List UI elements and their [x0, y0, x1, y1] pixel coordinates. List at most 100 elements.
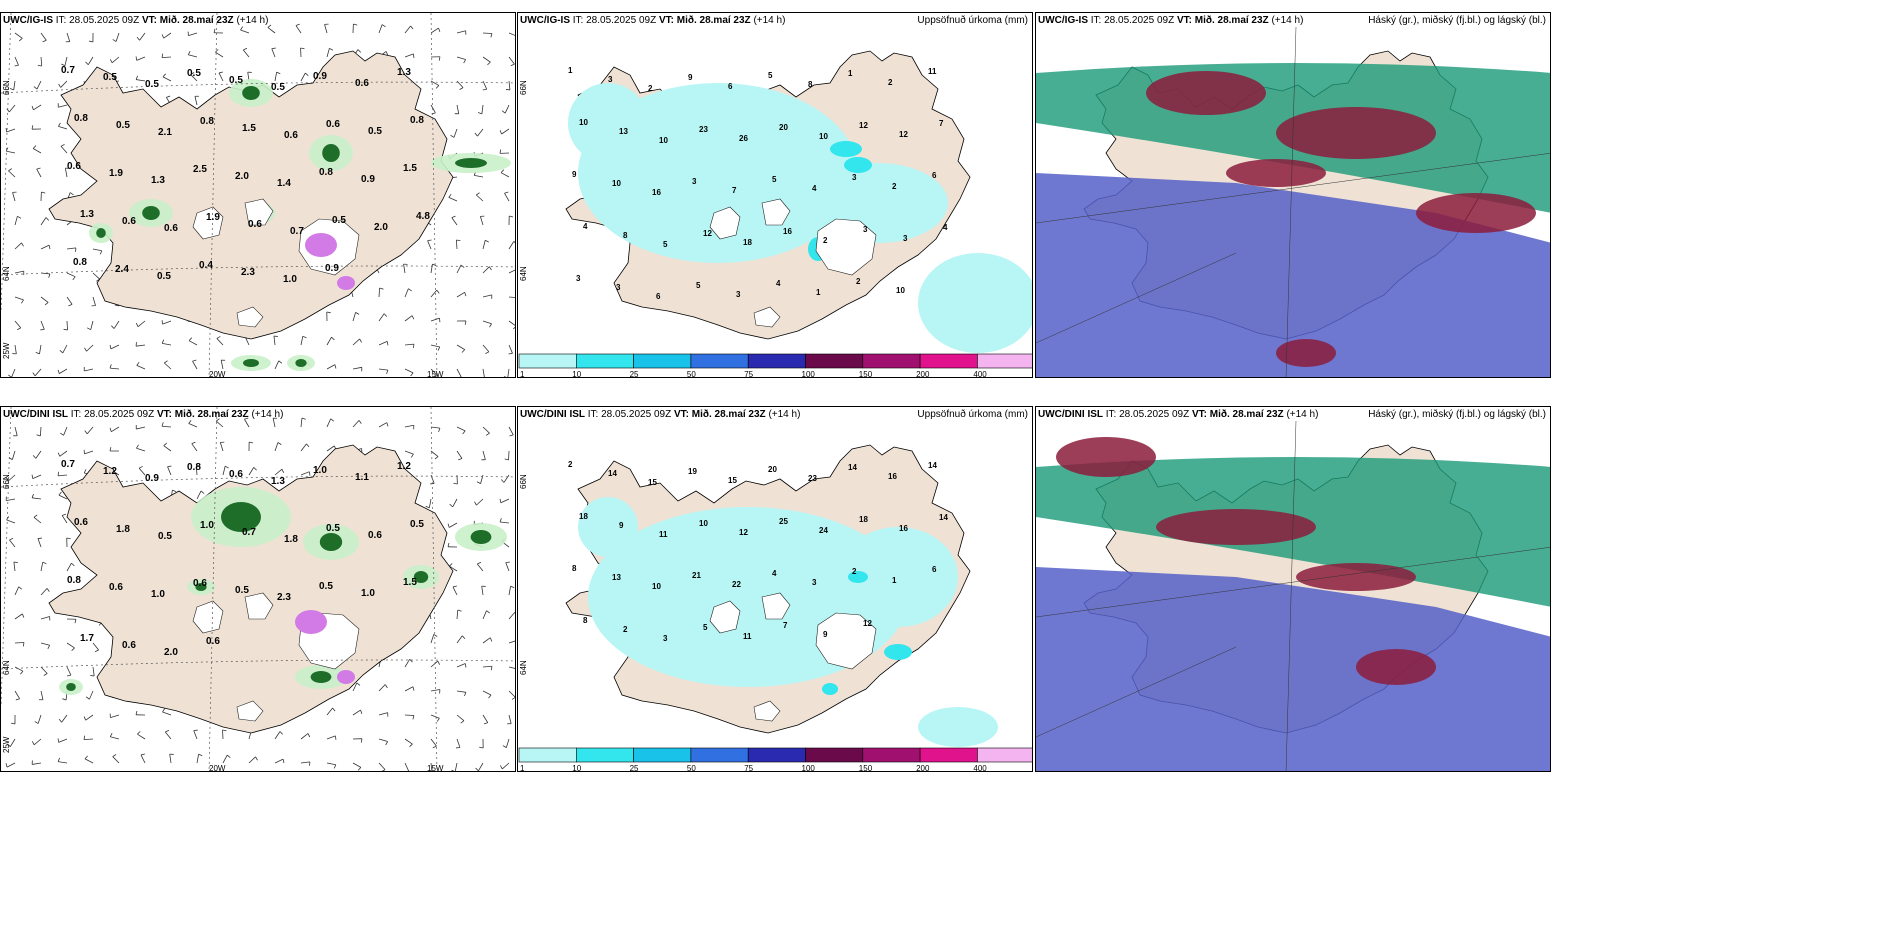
- wind-barb-flag: [277, 442, 282, 445]
- precip-value: 0.6: [206, 636, 220, 647]
- wind-barb-flag: [427, 239, 432, 242]
- wind-barb-flag: [464, 663, 467, 668]
- wind-barb-flag: [35, 351, 40, 355]
- iceland-landmass: [48, 444, 454, 734]
- vt-label: VT:: [1191, 409, 1207, 420]
- wind-barb: [37, 714, 42, 724]
- wind-barb-flag: [301, 417, 306, 420]
- wind-barb: [272, 418, 276, 428]
- wind-barb: [164, 362, 172, 370]
- wind-barb-flag: [459, 376, 462, 377]
- moderate-precip-area: [830, 141, 862, 157]
- colorbar-segment: [575, 353, 634, 369]
- wind-barb-flag: [279, 731, 283, 735]
- wind-barb: [430, 660, 439, 668]
- precip-value: 0.8: [319, 167, 333, 178]
- wind-barb-flag: [358, 420, 362, 424]
- wind-barb: [248, 756, 256, 764]
- wind-barb: [14, 32, 23, 39]
- valid-time: Mið. 28.maí 23Z: [174, 409, 249, 420]
- wind-barb-flag: [192, 359, 197, 362]
- wind-barb: [40, 588, 48, 596]
- wind-barb-flag: [218, 71, 224, 74]
- wind-barb: [300, 72, 306, 82]
- wind-barb: [86, 426, 94, 435]
- accumulation-value: 22: [732, 580, 741, 589]
- glacier: [709, 206, 741, 240]
- wind-barb: [136, 447, 146, 452]
- accumulation-value: 10: [896, 286, 905, 295]
- accumulation-value: 12: [899, 130, 908, 139]
- wind-barb: [454, 762, 458, 771]
- colorbar-segment: [633, 353, 692, 369]
- panel-variable-title: Háský (gr.), miðský (fj.bl.) og lágský (…: [1368, 409, 1546, 420]
- wind-barb: [456, 690, 466, 693]
- wind-barb-flag: [58, 491, 62, 496]
- precip-value: 1.5: [403, 577, 417, 588]
- wind-barb: [111, 426, 120, 433]
- wind-barb: [13, 562, 16, 572]
- precip-value: 0.7: [290, 226, 304, 237]
- panel-header: UWC/IG-IS IT: 28.05.2025 09Z VT: Mið. 28…: [3, 15, 268, 26]
- wind-barb: [404, 315, 413, 322]
- wind-barb: [352, 312, 356, 322]
- wind-barb: [378, 341, 388, 346]
- wind-map-panel: 66N 64N 25W 20W 15W 0.7 0.5 0.5 0.5 0.5 0.5 0.9 0.6 1…: [0, 12, 516, 378]
- wind-barb-flag: [200, 490, 205, 494]
- wind-barb: [222, 754, 228, 764]
- wind-barb-flag: [386, 341, 389, 346]
- wind-barb-flag: [330, 418, 335, 422]
- heavy-precip-core: [413, 571, 429, 583]
- wind-barb-flag: [514, 39, 515, 40]
- wind-barb: [66, 562, 72, 572]
- wind-barb-flag: [482, 88, 487, 91]
- wind-barb: [430, 264, 433, 274]
- panel-header: UWC/DINI ISL IT: 28.05.2025 09Z VT: Mið.…: [1038, 409, 1318, 420]
- wind-barb-flag: [40, 328, 45, 331]
- it-label: IT:: [1105, 409, 1117, 420]
- wind-barb-flag: [357, 767, 362, 771]
- precip-value: 0.6: [67, 161, 81, 172]
- wind-barb-flag: [165, 729, 170, 733]
- accumulation-value-labels: 2141519152023141614189111012252418161481…: [568, 460, 948, 643]
- precip-value: 2.0: [235, 171, 249, 182]
- projection-line: [1036, 252, 1237, 344]
- colorbar-segment: [690, 353, 749, 369]
- wind-barb: [40, 217, 47, 226]
- wind-barb: [58, 104, 68, 108]
- wind-barb-flag: [360, 738, 363, 743]
- wind-barb-flag: [411, 315, 415, 320]
- wind-barb-flag: [504, 458, 509, 461]
- wind-barb-flag: [463, 59, 466, 64]
- precip-value: 0.6: [248, 219, 262, 230]
- wind-barb: [378, 762, 386, 770]
- wind-barb-flag: [436, 289, 440, 294]
- wind-barb: [456, 714, 465, 722]
- wind-barb-flag: [19, 37, 23, 42]
- wind-barb: [456, 104, 460, 114]
- panel-header: UWC/DINI ISL IT: 28.05.2025 09Z VT: Mið.…: [520, 409, 800, 420]
- projection-line: [1036, 153, 1550, 224]
- wind-barb: [326, 336, 332, 346]
- wind-barb-flag: [33, 86, 38, 90]
- precip-value: 1.0: [151, 589, 165, 600]
- wind-barb-flag: [43, 673, 48, 676]
- colorbar-tick-label: 150: [859, 370, 873, 378]
- wind-barb: [456, 56, 466, 60]
- wind-barb: [482, 240, 486, 250]
- wind-barb-flag: [57, 471, 59, 476]
- wind-barb-flag: [15, 698, 20, 701]
- light-precip-area: [918, 707, 998, 747]
- wind-barb: [273, 336, 276, 346]
- glacier: [244, 198, 274, 226]
- accumulation-value: 10: [612, 179, 621, 188]
- precip-value: 0.6: [122, 640, 136, 651]
- colorbar: 1 10 25 50 75 100 150 200 400: [518, 353, 1032, 378]
- wind-barb: [508, 714, 512, 724]
- accumulation-value: 18: [743, 238, 752, 247]
- wind-barb-flag: [32, 145, 37, 149]
- wind-barb-flag: [69, 192, 74, 196]
- accumulation-value: 11: [743, 632, 752, 641]
- wind-barb: [33, 738, 42, 746]
- wind-barb-flag: [8, 374, 12, 377]
